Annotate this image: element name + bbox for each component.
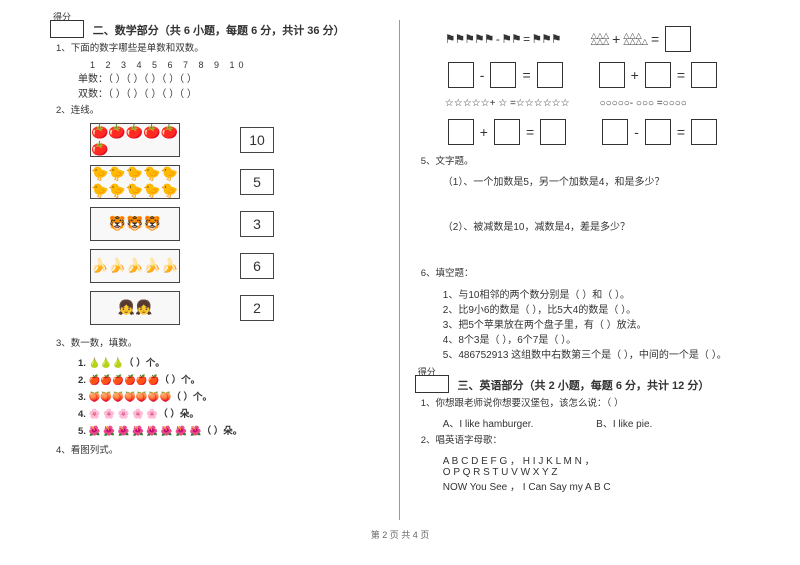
star-shapes-2: ☆☆☆☆☆☆ bbox=[516, 98, 570, 109]
q5-text: 5、文字题。 bbox=[421, 155, 750, 169]
q1-text: 1、下面的数字哪些是单数和双数。 bbox=[56, 42, 384, 56]
eq-op: = bbox=[522, 67, 530, 83]
section-header-english: 得分 三、英语部分（共 2 小题，每题 6 分，共计 12 分） bbox=[415, 375, 750, 393]
pic-box-4: 🍌🍌🍌🍌🍌 bbox=[90, 249, 180, 283]
q2-text: 2、连线。 bbox=[56, 104, 384, 118]
box bbox=[537, 62, 563, 88]
q5-sub1: （1）、一个加数是5，另一个加数是4，和是多少？ bbox=[443, 173, 750, 188]
q6-line-2: 2、比9小6的数是（ ），比5大4的数是（ ）。 bbox=[443, 301, 750, 316]
eq-row-1: ⚑⚑⚑⚑⚑ - ⚑⚑ = ⚑⚑⚑ △△△ △△△ + △△△ △△△△ = bbox=[445, 26, 750, 52]
q6-line-1: 1、与10相邻的两个数分别是（ ）和（ ）。 bbox=[443, 286, 750, 301]
eq1-text: 1、你想跟老师说你想要汉堡包，该怎么说：（ ） bbox=[421, 397, 750, 411]
match-area: 🍅🍅🍅🍅🍅🍅 🐤🐤🐤🐤🐤🐤🐤🐤🐤🐤 🐯🐯🐯 🍌🍌🍌🍌🍌 👧👧 10 5 3 6 … bbox=[90, 123, 384, 333]
left-column: 得分 二、数学部分（共 6 小题，每题 6 分，共计 36 分） 1、下面的数字… bbox=[50, 20, 399, 520]
eq1-opt-b: B、I like pie. bbox=[596, 419, 652, 430]
circ-minus: - ○○○ = bbox=[630, 98, 663, 109]
section-header-math: 得分 二、数学部分（共 6 小题，每题 6 分，共计 36 分） bbox=[50, 20, 384, 38]
q6-line-4: 4、8个3是（ ），6个7是（ ）。 bbox=[443, 331, 750, 346]
eq2-text: 2、唱英语字母歌： bbox=[421, 434, 750, 448]
q1-numbers: 1 2 3 4 5 6 7 8 9 10 bbox=[90, 60, 384, 70]
eq-op: = bbox=[526, 124, 534, 140]
plus-op: + bbox=[612, 31, 620, 47]
plus-op: + bbox=[480, 124, 488, 140]
box bbox=[645, 119, 671, 145]
q6-text: 6、填空题： bbox=[421, 267, 750, 281]
q6-line-5: 5、486752913 这组数中右数第三个是（ ），中间的一个是（ ）。 bbox=[443, 346, 750, 361]
answer-box bbox=[665, 26, 691, 52]
circ-shapes-1: ○○○○○ bbox=[600, 98, 630, 109]
eq2-line-1: A B C D E F G ， H I J K L M N ， bbox=[443, 452, 750, 467]
page-footer: 第 2 页 共 4 页 bbox=[0, 528, 800, 541]
box bbox=[602, 119, 628, 145]
num-box-2: 5 bbox=[240, 169, 274, 195]
box bbox=[448, 62, 474, 88]
page-container: 得分 二、数学部分（共 6 小题，每题 6 分，共计 36 分） 1、下面的数字… bbox=[0, 0, 800, 520]
pic-box-5: 👧👧 bbox=[90, 291, 180, 325]
section-title-english: 三、英语部分（共 2 小题，每题 6 分，共计 12 分） bbox=[458, 377, 710, 393]
eq-circles: ○○○○○ - ○○○ = ○○○○ bbox=[600, 98, 687, 109]
eq-triangles: △△△ △△△ + △△△ △△△△ = bbox=[591, 26, 694, 52]
eq-boxes-1: -= bbox=[445, 62, 566, 88]
eq-row-2: -= += bbox=[445, 62, 750, 88]
score-box: 得分 bbox=[50, 20, 84, 38]
box bbox=[599, 62, 625, 88]
eq1-opt-a: A、I like hamburger. bbox=[443, 419, 534, 430]
eq-op: = bbox=[651, 31, 659, 47]
pic-box-1: 🍅🍅🍅🍅🍅🍅 bbox=[90, 123, 180, 157]
q3-line-3: 3. 🍑🍑🍑🍑🍑🍑🍑（ ）个。 bbox=[78, 389, 384, 406]
eq-boxes-2: += bbox=[596, 62, 720, 88]
star-plus: + ☆ = bbox=[490, 98, 516, 109]
pic-box-2: 🐤🐤🐤🐤🐤🐤🐤🐤🐤🐤 bbox=[90, 165, 180, 199]
box bbox=[691, 119, 717, 145]
eq-op: = bbox=[677, 67, 685, 83]
q1-even: 双数：（ ）（ ）（ ）（ ）（ ） bbox=[78, 85, 384, 100]
eq2-line-2: O P Q R S T U V W X Y Z bbox=[443, 467, 750, 478]
box bbox=[490, 62, 516, 88]
plus-op: + bbox=[631, 67, 639, 83]
q6-line-3: 3、把5个苹果放在两个盘子里，有（ ）放法。 bbox=[443, 316, 750, 331]
q3-line-4: 4. 🌸 🌸 🌸 🌸 🌸（ ）朵。 bbox=[78, 406, 384, 423]
tri-shapes-1: △△△ △△△ bbox=[591, 33, 609, 46]
spacer bbox=[415, 233, 750, 263]
q3-line-2: 2. 🍎🍎🍎🍎🍎🍎（ ）个。 bbox=[78, 372, 384, 389]
box bbox=[691, 62, 717, 88]
eq-boxes-3: += bbox=[445, 119, 569, 145]
q4-text: 4、看图列式。 bbox=[56, 444, 384, 458]
num-box-1: 10 bbox=[240, 127, 274, 153]
q5-sub2: （2）、被减数是10，减数是4，差是多少？ bbox=[443, 218, 750, 233]
eq-row-4: += -= bbox=[445, 119, 750, 145]
score-box: 得分 bbox=[415, 375, 449, 393]
q1-odd: 单数：（ ）（ ）（ ）（ ）（ ） bbox=[78, 70, 384, 85]
eq-boxes-4: -= bbox=[599, 119, 720, 145]
star-shapes-1: ☆☆☆☆☆ bbox=[445, 98, 490, 109]
minus-op: - bbox=[480, 67, 485, 83]
eq-row-3: ☆☆☆☆☆ + ☆ = ☆☆☆☆☆☆ ○○○○○ - ○○○ = ○○○○ bbox=[445, 98, 750, 109]
q3-line-5: 5. 🌺 🌺 🌺 🌺 🌺 🌺 🌺 🌺（ ）朵。 bbox=[78, 423, 384, 440]
box bbox=[448, 119, 474, 145]
circ-shapes-2: ○○○○ bbox=[663, 98, 687, 109]
eq-stars: ☆☆☆☆☆ + ☆ = ☆☆☆☆☆☆ bbox=[445, 98, 570, 109]
eq-flags: ⚑⚑⚑⚑⚑ - ⚑⚑ = ⚑⚑⚑ bbox=[445, 32, 561, 46]
q3-line-1: 1. 🍐🍐🍐（ ）个。 bbox=[78, 355, 384, 372]
minus-op: - bbox=[634, 124, 639, 140]
right-column: ⚑⚑⚑⚑⚑ - ⚑⚑ = ⚑⚑⚑ △△△ △△△ + △△△ △△△△ = -=… bbox=[399, 20, 750, 520]
num-box-5: 2 bbox=[240, 295, 274, 321]
flag-shapes: ⚑⚑⚑⚑⚑ - ⚑⚑ = ⚑⚑⚑ bbox=[445, 32, 561, 46]
eq1-options: A、I like hamburger. B、I like pie. bbox=[443, 415, 750, 430]
num-box-3: 3 bbox=[240, 211, 274, 237]
section-title-math: 二、数学部分（共 6 小题，每题 6 分，共计 36 分） bbox=[93, 22, 345, 38]
num-box-4: 6 bbox=[240, 253, 274, 279]
pic-box-3: 🐯🐯🐯 bbox=[90, 207, 180, 241]
tri-shapes-2: △△△ △△△△ bbox=[623, 33, 648, 46]
q3-text: 3、数一数，填数。 bbox=[56, 337, 384, 351]
spacer bbox=[415, 188, 750, 218]
eq-op: = bbox=[677, 124, 685, 140]
gap bbox=[415, 361, 750, 375]
score-label: 得分 bbox=[53, 10, 71, 23]
box bbox=[540, 119, 566, 145]
score-label: 得分 bbox=[418, 365, 436, 378]
box bbox=[645, 62, 671, 88]
box bbox=[494, 119, 520, 145]
eq2-line-3: NOW You See ， I Can Say my A B C bbox=[443, 478, 750, 493]
